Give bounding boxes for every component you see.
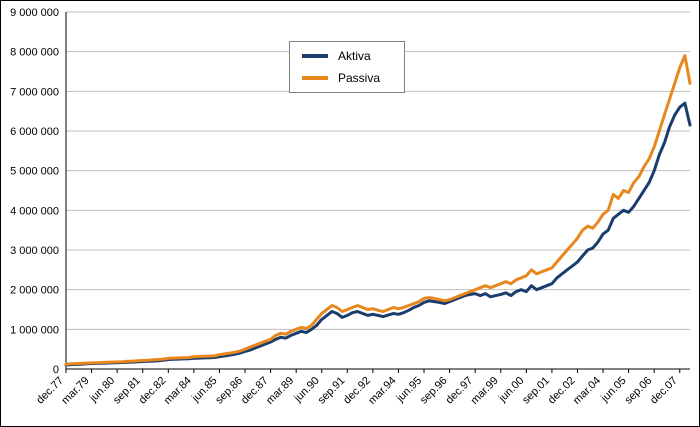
y-tick-label: 8 000 000 xyxy=(10,47,59,59)
x-tick-label: dec.07 xyxy=(648,375,680,407)
series-line-aktiva xyxy=(64,101,692,367)
legend-item-aktiva: Aktiva xyxy=(302,49,404,63)
y-tick-label: 4 000 000 xyxy=(10,205,59,217)
passiva-line-swatch xyxy=(302,75,328,80)
x-tick-label: sep.91 xyxy=(316,375,348,407)
x-tick-label: sep.86 xyxy=(213,375,245,407)
x-tick-label: sep.06 xyxy=(622,375,654,407)
x-tick-label: sep.81 xyxy=(111,375,143,407)
x-tick-label: sep.01 xyxy=(520,375,552,407)
y-tick-label: 2 000 000 xyxy=(10,285,59,297)
x-tick-label: mar.79 xyxy=(59,375,91,407)
x-tick-label: mar.99 xyxy=(469,375,501,407)
x-tick-label: sep.96 xyxy=(418,375,450,407)
x-tick-label: mar.89 xyxy=(264,375,296,407)
x-tick-label: mar.04 xyxy=(571,375,603,407)
y-tick-label: 3 000 000 xyxy=(10,245,59,257)
aktiva-line-swatch xyxy=(302,54,328,59)
series-line-passiva xyxy=(64,54,692,366)
legend-label-passiva: Passiva xyxy=(338,70,381,85)
y-tick-label: 5 000 000 xyxy=(10,166,59,178)
y-tick-label: 1 000 000 xyxy=(10,324,59,336)
x-tick-label: mar.84 xyxy=(162,375,194,407)
y-tick-label: 7 000 000 xyxy=(10,86,59,98)
legend: Aktiva Passiva xyxy=(289,41,405,93)
y-tick-label: 0 xyxy=(53,364,59,376)
y-tick-label: 6 000 000 xyxy=(10,126,59,138)
legend-label-aktiva: Aktiva xyxy=(338,49,371,64)
x-tick-label: mar.94 xyxy=(366,375,398,407)
y-tick-label: 9 000 000 xyxy=(10,7,59,19)
legend-item-passiva: Passiva xyxy=(302,71,404,85)
